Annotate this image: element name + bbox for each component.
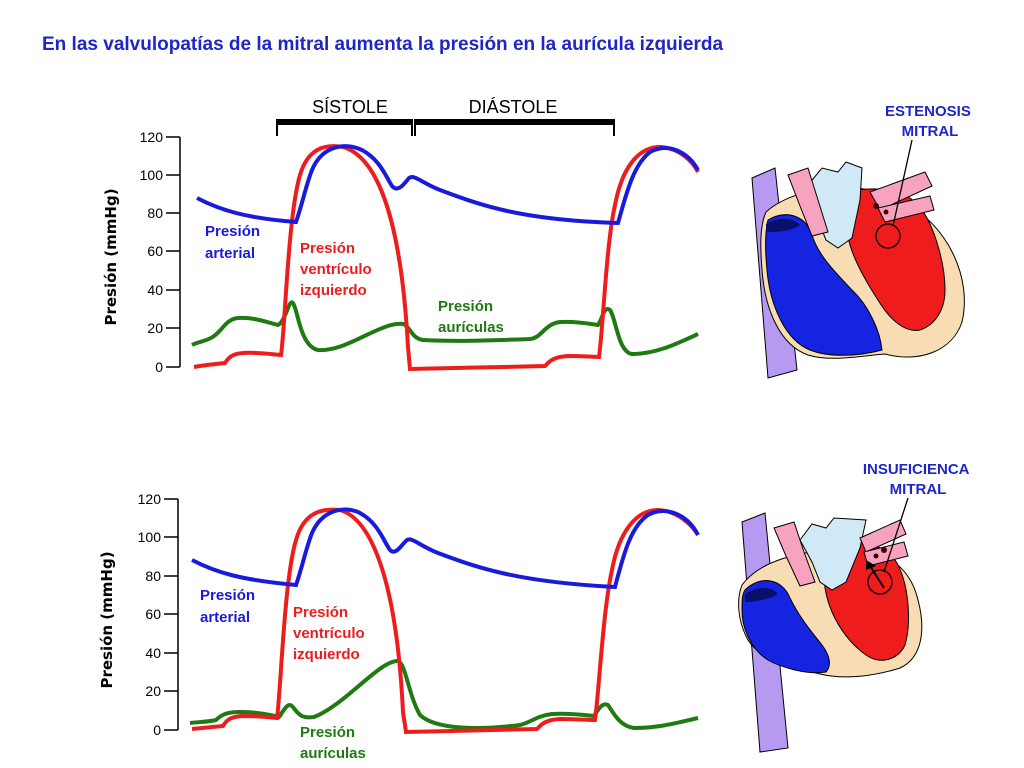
tick-label: 100 — [140, 167, 164, 183]
arterial-label: Presión arterial — [205, 223, 264, 262]
y-axis-label: Presión (mmHg) — [98, 551, 116, 688]
tick-label: 120 — [138, 491, 162, 507]
phase-bars: SÍSTOLE DIÁSTOLE — [276, 97, 615, 136]
tick-label: 20 — [147, 320, 163, 336]
y-axis: 120 100 80 60 40 20 0 Presión (mmHg) — [98, 491, 179, 738]
y-axis: 120 100 80 60 40 20 0 Presión (mmHg) — [102, 129, 181, 375]
systole-bar — [276, 119, 413, 125]
atria-label: Presión aurículas — [438, 298, 504, 336]
systole-label: SÍSTOLE — [312, 97, 388, 117]
atrial-pressure-curve — [189, 658, 699, 731]
systole-bar-left-end — [276, 119, 278, 136]
tick-label: 100 — [138, 529, 162, 545]
tick-label: 80 — [147, 205, 163, 221]
diastole-bar-left-end — [414, 119, 416, 136]
tick-label: 60 — [145, 606, 161, 622]
tick-label: 0 — [153, 722, 161, 738]
tick-label: 80 — [145, 568, 161, 584]
arterial-pressure-curve — [191, 507, 700, 590]
tick-label: 40 — [145, 645, 161, 661]
slide-title: En las valvulopatías de la mitral aument… — [42, 34, 724, 55]
atria-label: Presión aurículas — [300, 724, 366, 762]
regurgitation-label: INSUFICIENCA MITRAL — [863, 461, 973, 498]
ventricle-label: Presión ventrículo izquierdo — [300, 240, 376, 299]
pressure-chart-bottom: 120 100 80 60 40 20 0 Presión (mmHg) Pre… — [98, 491, 700, 762]
tick-label: 20 — [145, 683, 161, 699]
pressure-chart-top: 120 100 80 60 40 20 0 Presión (mmHg) Pre… — [102, 129, 700, 375]
diastole-bar — [414, 119, 615, 125]
tick-label: 0 — [155, 359, 163, 375]
arterial-label: Presión arterial — [200, 587, 259, 626]
atrial-pressure-curve — [191, 300, 699, 357]
heart-regurgitation-icon: INSUFICIENCA MITRAL — [738, 461, 973, 753]
ventricle-pressure-curve — [191, 507, 700, 735]
systole-bar-right-end — [411, 119, 413, 136]
stenosis-label: ESTENOSIS MITRAL — [885, 103, 975, 140]
y-axis-label: Presión (mmHg) — [102, 188, 120, 325]
tick-label: 60 — [147, 243, 163, 259]
tick-label: 40 — [147, 282, 163, 298]
arterial-pressure-curve — [196, 144, 700, 226]
heart-stenosis-icon: ESTENOSIS MITRAL — [751, 103, 975, 379]
tick-label: 120 — [140, 129, 164, 145]
diastole-label: DIÁSTOLE — [469, 97, 558, 117]
diastole-bar-right-end — [613, 119, 615, 136]
ventricle-label: Presión ventrículo izquierdo — [293, 604, 369, 663]
ventricle-pressure-curve — [193, 144, 700, 372]
